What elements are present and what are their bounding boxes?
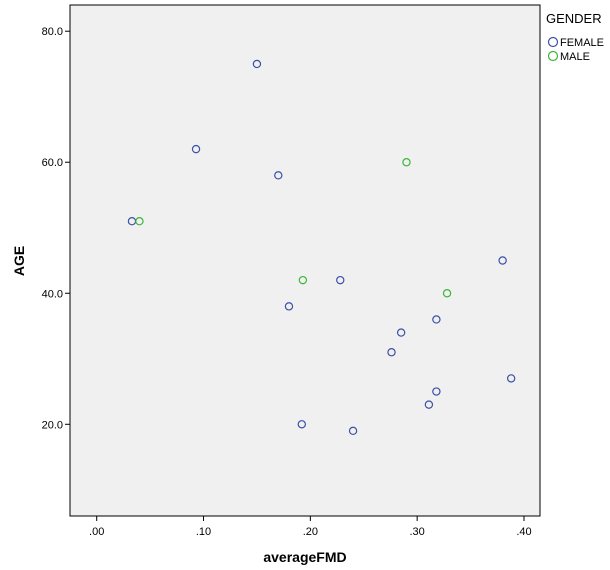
- data-point-female: [498, 256, 507, 265]
- y-axis-ticks: 20.0 40.0 60.0 80.0: [42, 26, 70, 431]
- data-point-female: [432, 315, 441, 324]
- data-point-female: [191, 144, 201, 154]
- x-tick-label: .40: [516, 526, 531, 538]
- data-point-female: [252, 59, 262, 69]
- y-tick-label: 20.0: [42, 419, 63, 431]
- x-axis-title: averageFMD: [263, 549, 346, 565]
- data-point-female: [348, 426, 358, 436]
- data-point-female: [506, 374, 516, 383]
- data-point-female: [284, 302, 294, 311]
- data-point-female: [387, 348, 396, 357]
- data-points: [127, 59, 516, 436]
- y-tick-label: 80.0: [42, 26, 63, 38]
- legend-marker-male: [547, 50, 559, 62]
- data-point-male: [402, 158, 411, 167]
- data-point-female: [396, 328, 406, 337]
- data-point-female: [424, 400, 434, 409]
- legend-label-female: FEMALE: [560, 37, 604, 49]
- data-point-female: [432, 387, 441, 396]
- x-tick-label: .10: [196, 526, 211, 538]
- plot-area: [69, 4, 541, 517]
- x-axis-ticks: .00 .10 .20 .30 .40: [89, 516, 532, 538]
- legend-label-male: MALE: [560, 51, 590, 63]
- y-tick-label: 60.0: [42, 157, 63, 169]
- data-point-female: [274, 171, 283, 180]
- y-axis-title: AGE: [11, 246, 27, 276]
- legend-title: GENDER: [546, 11, 602, 26]
- legend-marker-female: [547, 36, 559, 48]
- y-tick-label: 40.0: [42, 288, 63, 300]
- data-point-male: [442, 289, 452, 298]
- data-point-male: [298, 275, 308, 285]
- x-tick-label: .30: [410, 526, 425, 538]
- data-point-female: [336, 275, 345, 285]
- data-point-male: [135, 216, 144, 226]
- x-tick-label: .20: [303, 526, 318, 538]
- legend: GENDER FEMALE MALE: [546, 11, 604, 63]
- data-point-female: [297, 420, 306, 429]
- x-tick-label: .00: [89, 526, 104, 538]
